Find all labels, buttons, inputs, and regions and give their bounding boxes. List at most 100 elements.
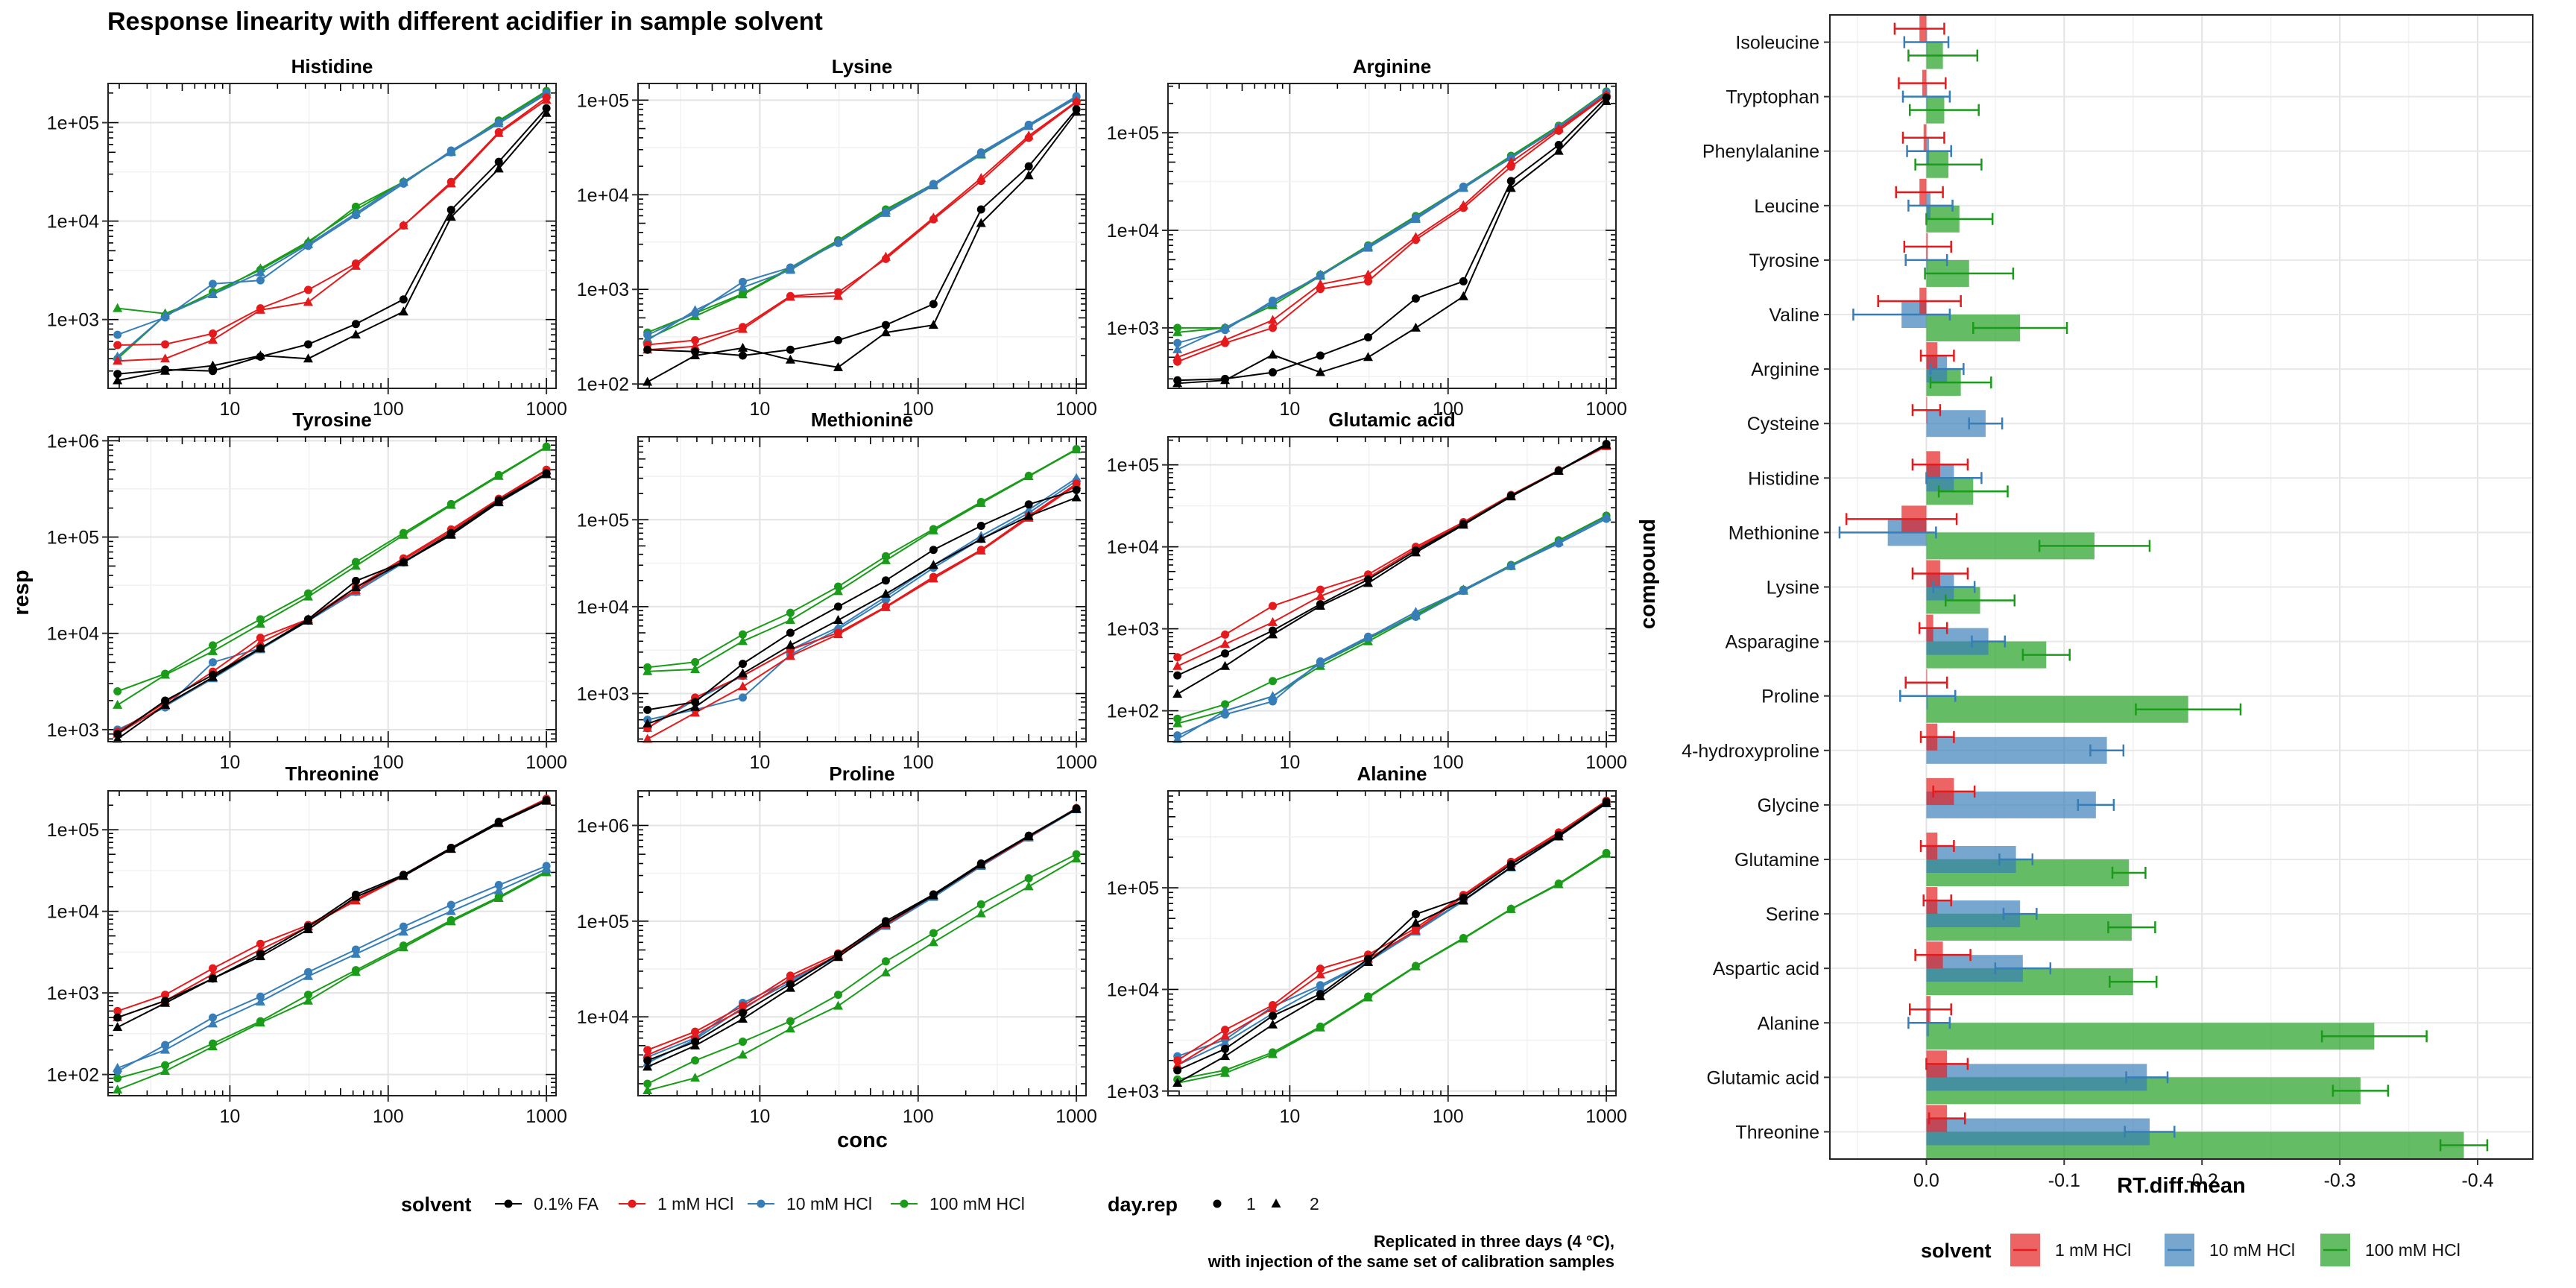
data-point: [929, 929, 938, 938]
data-point: [976, 218, 986, 227]
data-point: [976, 172, 986, 182]
bar: [1926, 736, 2107, 764]
data-point: [1506, 491, 1516, 501]
data-point: [113, 330, 122, 339]
series-line: [647, 484, 1077, 740]
data-point: [833, 952, 843, 962]
series-0-1-fa-rep1: [643, 105, 1081, 360]
x-tick-label: 100: [903, 399, 934, 420]
data-point: [1173, 338, 1182, 347]
series-line: [1177, 801, 1607, 1066]
series-0-1-fa-rep2: [113, 107, 552, 385]
data-point: [493, 818, 504, 827]
legend-title-solvent: solvent: [401, 1193, 472, 1216]
y-tick-label: 1e+05: [577, 912, 629, 932]
data-point: [303, 353, 313, 363]
data-point: [1315, 969, 1325, 979]
data-point: [1410, 607, 1421, 616]
y-tick-label: 1e+04: [1107, 221, 1159, 242]
legend-marker: [504, 1199, 513, 1208]
data-point: [976, 859, 986, 868]
errorbars-10-mm-hcl: [1838, 36, 2176, 1138]
data-point: [1363, 578, 1373, 587]
data-point: [446, 529, 456, 539]
data-point: [1267, 1003, 1278, 1012]
data-point: [446, 212, 456, 221]
data-point: [398, 871, 408, 880]
data-point: [160, 310, 171, 320]
data-point: [446, 900, 455, 909]
series-100-mm-hcl-rep2: [643, 444, 1082, 675]
data-point: [113, 356, 123, 365]
data-point: [1221, 649, 1230, 658]
data-point: [737, 342, 748, 352]
data-point: [256, 276, 265, 285]
facet-title: Methionine: [811, 408, 913, 431]
y-tick-label: 1e+04: [1107, 979, 1159, 1000]
compound-label: Methionine: [1729, 523, 1819, 543]
series-10-mm-hcl-rep2: [113, 863, 552, 1072]
x-tick-label: 10: [220, 752, 241, 773]
data-point: [493, 118, 504, 127]
data-point: [161, 340, 170, 349]
data-point: [643, 1056, 652, 1065]
y-axis-label: compound: [1636, 519, 1660, 629]
series-line: [647, 480, 1077, 721]
data-point: [833, 291, 843, 300]
data-point: [1173, 671, 1182, 680]
x-tick-label: 10: [750, 1106, 771, 1127]
x-tick-label: 1000: [1055, 1106, 1097, 1127]
x-tick-label: 100: [373, 1106, 404, 1127]
series-line: [117, 107, 547, 375]
data-point: [255, 1017, 265, 1027]
data-point: [113, 699, 123, 709]
data-point: [1315, 269, 1325, 279]
facet-methionine: Methionine 1e+03 1e+04 1e+05 10 100 1000: [577, 408, 1097, 773]
panel-border: [107, 436, 557, 742]
data-point: [1220, 705, 1231, 715]
rt-bar-chart: Isoleucine Tryptophan Phenylalanine Leucine…: [1636, 14, 2534, 1198]
y-tick-label: 1e+04: [47, 624, 99, 645]
data-point: [493, 893, 504, 903]
data-point: [643, 705, 652, 714]
series-0-1-fa-rep2: [1172, 798, 1611, 1087]
compound-label: Lysine: [1767, 578, 1819, 599]
bar: [1926, 1064, 2147, 1091]
y-tick-label: 1e+03: [1107, 1082, 1159, 1102]
y-tick-label: 1e+04: [577, 597, 629, 618]
caption-line-1: Replicated in three days (4 °C),: [1374, 1232, 1614, 1251]
series-line: [647, 109, 1077, 357]
data-point: [1410, 322, 1421, 332]
data-point: [303, 340, 312, 349]
y-tick-label: 1e+06: [47, 431, 99, 452]
x-tick-label: 100: [1433, 752, 1464, 773]
legend-label: 1 mM HCl: [657, 1194, 733, 1213]
data-point: [303, 591, 313, 601]
y-tick-label: 1e+04: [47, 212, 99, 233]
data-point: [880, 555, 891, 564]
panel-border: [637, 436, 1087, 742]
series-line: [647, 489, 1077, 711]
x-tick-label: -0.1: [2048, 1170, 2080, 1191]
facet-title: Lysine: [832, 55, 892, 78]
panel-border: [637, 790, 1087, 1096]
log-ticks: [108, 790, 556, 1096]
errorbars-1-mm-hcl: [1845, 22, 1976, 1125]
x-tick-label: 10: [1280, 1106, 1301, 1127]
data-point: [1024, 500, 1033, 509]
facet-tyrosine: Tyrosine 1e+03 1e+04 1e+05 1e+06 10 100 1000: [47, 408, 567, 773]
data-point: [1268, 602, 1277, 610]
facet-lysine: Lysine 1e+02 1e+03 1e+04 1e+05 10 100 1000: [577, 55, 1097, 420]
data-point: [1363, 632, 1373, 642]
bar-legend: solvent 1 mM HCl 10 mM HCl 100 mM HCl: [1921, 1234, 2460, 1266]
x-tick-label: 100: [1433, 1106, 1464, 1127]
series-line: [1177, 853, 1607, 1084]
data-point: [1315, 991, 1325, 1001]
data-point: [928, 560, 938, 569]
x-tick-label: 1000: [1585, 752, 1627, 773]
compound-label: Glutamic acid: [1707, 1067, 1819, 1088]
figure-title: Response linearity with different acidif…: [107, 7, 823, 36]
series-line: [1177, 518, 1607, 736]
data-point: [1458, 291, 1468, 300]
y-tick-label: 1e+02: [47, 1065, 99, 1086]
